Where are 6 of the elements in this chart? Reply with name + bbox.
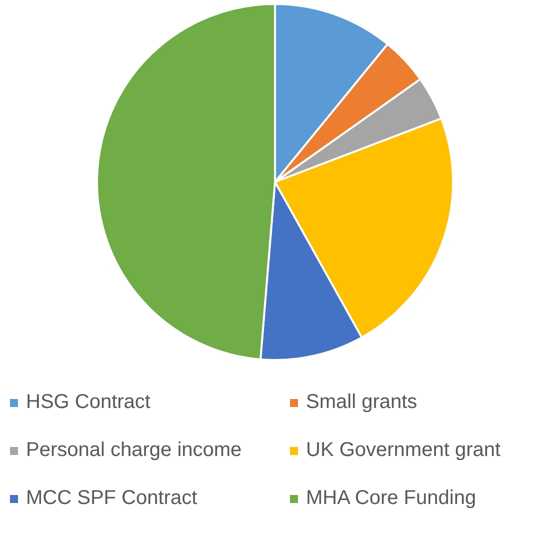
legend-label: MCC SPF Contract [26,487,198,509]
legend-label: HSG Contract [26,391,151,413]
legend-label: MHA Core Funding [306,487,476,509]
legend-label: UK Government grant [306,439,501,461]
legend-label: Small grants [306,391,418,413]
legend-label: Personal charge income [26,439,242,461]
